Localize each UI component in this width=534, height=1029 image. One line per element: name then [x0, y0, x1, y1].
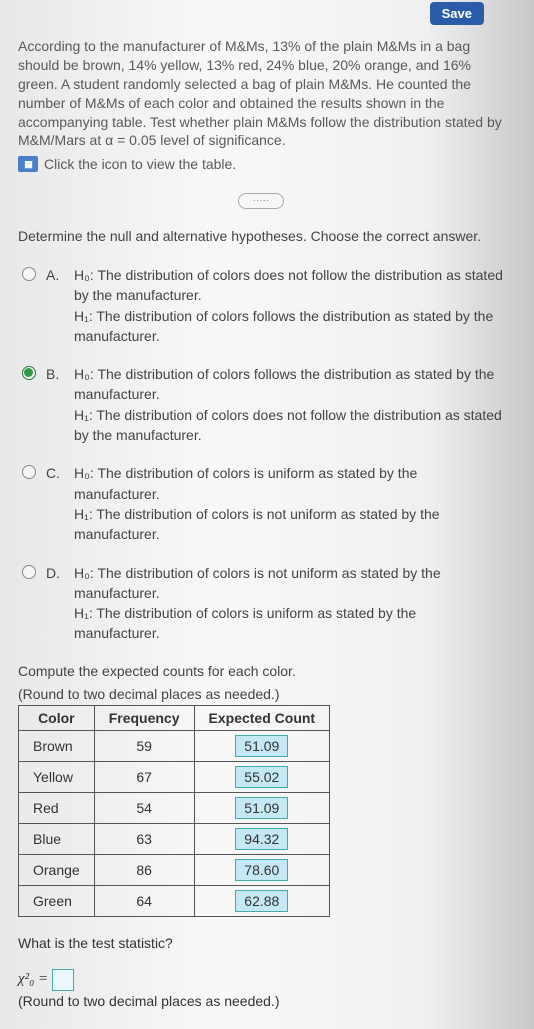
option-b[interactable]: B. H₀: The distribution of colors follow…: [22, 364, 504, 445]
option-a[interactable]: A. H₀: The distribution of colors does n…: [22, 265, 504, 346]
cell-color: Brown: [19, 730, 95, 761]
chi-label: χ²₀ =: [18, 971, 48, 988]
cell-expected: 51.09: [194, 730, 330, 761]
cell-color: Green: [19, 885, 95, 916]
cell-frequency: 86: [94, 854, 194, 885]
table-row: Red54 51.09: [19, 792, 330, 823]
worksheet-page: Save According to the manufacturer of M&…: [0, 0, 534, 1029]
col-frequency: Frequency: [94, 705, 194, 730]
cell-color: Blue: [19, 823, 95, 854]
cell-frequency: 54: [94, 792, 194, 823]
cell-frequency: 59: [94, 730, 194, 761]
cell-color: Orange: [19, 854, 95, 885]
option-text: H₀: The distribution of colors is not un…: [74, 563, 504, 644]
compute-prompt-1: Compute the expected counts for each col…: [18, 662, 504, 682]
option-text: H₀: The distribution of colors follows t…: [74, 364, 504, 445]
cell-color: Red: [19, 792, 95, 823]
expected-value-input[interactable]: 51.09: [235, 735, 288, 757]
problem-statement: According to the manufacturer of M&Ms, 1…: [18, 37, 504, 150]
option-text: H₀: The distribution of colors is unifor…: [74, 463, 504, 544]
cell-frequency: 67: [94, 761, 194, 792]
hypothesis-prompt: Determine the null and alternative hypot…: [18, 227, 504, 247]
test-statistic-question: What is the test statistic?: [18, 935, 504, 951]
cell-frequency: 64: [94, 885, 194, 916]
cell-expected: 62.88: [194, 885, 330, 916]
option-c[interactable]: C. H₀: The distribution of colors is uni…: [22, 463, 504, 544]
table-row: Green64 62.88: [19, 885, 330, 916]
options-group: A. H₀: The distribution of colors does n…: [22, 265, 504, 644]
expected-value-input[interactable]: 94.32: [235, 828, 288, 850]
expected-value-input[interactable]: 55.02: [235, 766, 288, 788]
radio-c[interactable]: [22, 465, 36, 479]
option-letter: B.: [46, 364, 62, 384]
cell-expected: 51.09: [194, 792, 330, 823]
cell-expected: 94.32: [194, 823, 330, 854]
table-icon: ▦: [18, 156, 38, 172]
radio-d[interactable]: [22, 565, 36, 579]
cell-frequency: 63: [94, 823, 194, 854]
section-divider: ·····: [18, 190, 504, 209]
table-row: Orange86 78.60: [19, 854, 330, 885]
option-d[interactable]: D. H₀: The distribution of colors is not…: [22, 563, 504, 644]
cell-expected: 55.02: [194, 761, 330, 792]
expected-value-input[interactable]: 51.09: [235, 797, 288, 819]
compute-prompt-2: (Round to two decimal places as needed.): [18, 685, 504, 705]
save-button[interactable]: Save: [430, 2, 484, 25]
option-text: H₀: The distribution of colors does not …: [74, 265, 504, 346]
view-table-link[interactable]: ▦ Click the icon to view the table.: [18, 156, 504, 172]
view-table-text: Click the icon to view the table.: [44, 156, 236, 172]
table-row: Blue63 94.32: [19, 823, 330, 854]
radio-b[interactable]: [22, 366, 36, 380]
chi-square-line: χ²₀ =: [18, 969, 504, 991]
radio-a[interactable]: [22, 267, 36, 281]
expected-value-input[interactable]: 62.88: [235, 890, 288, 912]
option-letter: A.: [46, 265, 62, 285]
col-color: Color: [19, 705, 95, 730]
option-letter: D.: [46, 563, 62, 583]
round-note: (Round to two decimal places as needed.): [18, 993, 504, 1009]
option-letter: C.: [46, 463, 62, 483]
table-row: Brown59 51.09: [19, 730, 330, 761]
cell-expected: 78.60: [194, 854, 330, 885]
col-expected: Expected Count: [194, 705, 330, 730]
expected-counts-table: Color Frequency Expected Count Brown59 51…: [18, 705, 330, 917]
chi-square-input[interactable]: [52, 969, 74, 991]
table-header-row: Color Frequency Expected Count: [19, 705, 330, 730]
cell-color: Yellow: [19, 761, 95, 792]
expected-value-input[interactable]: 78.60: [235, 859, 288, 881]
table-row: Yellow67 55.02: [19, 761, 330, 792]
